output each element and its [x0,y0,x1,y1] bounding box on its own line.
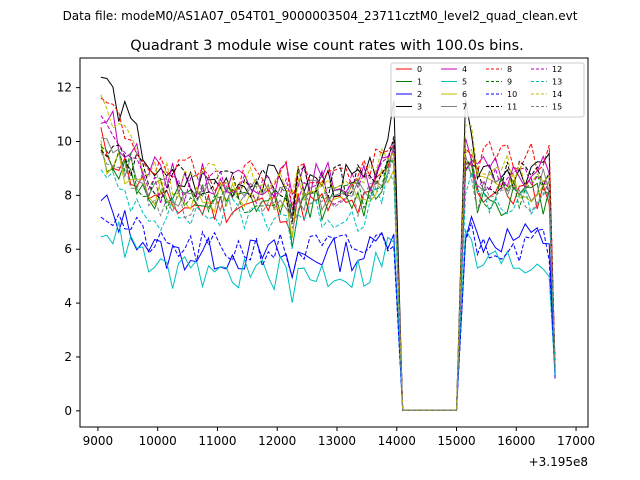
legend-label-10: 10 [507,90,517,99]
legend-label-1: 1 [417,78,422,87]
x-tick-label: 17000 [557,434,595,448]
legend-label-7: 7 [462,103,467,112]
legend-label-0: 0 [417,65,422,74]
legend-label-8: 8 [507,65,512,74]
y-tick-label: 0 [64,404,72,418]
y-tick-label: 12 [57,81,72,95]
series-line-11 [100,136,556,411]
y-tick-label: 10 [57,134,72,148]
legend-label-3: 3 [417,103,422,112]
series-line-13 [100,169,556,411]
x-tick-label: 16000 [497,434,535,448]
series-line-0 [100,127,556,411]
legend-label-4: 4 [462,65,467,74]
series-line-5 [100,221,556,411]
legend-label-5: 5 [462,78,467,87]
legend-label-15: 15 [552,103,562,112]
x-tick-label: 12000 [258,434,296,448]
y-tick-label: 8 [64,188,72,202]
series-layer [100,76,556,411]
legend-label-9: 9 [507,78,512,87]
x-axis: 9000 10000 11000 12000 13000 14000 15000 16000 1… [83,427,595,448]
y-tick-label: 6 [64,242,72,256]
y-tick-label: 2 [64,350,72,364]
series-line-7 [100,137,556,411]
plot-frame [79,57,589,428]
series-line-8 [100,97,556,411]
x-tick-label: 9000 [83,434,114,448]
series-line-15 [100,151,556,411]
legend-label-14: 14 [552,90,562,99]
legend-label-11: 11 [507,103,517,112]
series-line-1 [100,143,556,411]
y-tick-label: 4 [64,296,72,310]
series-line-10 [100,213,556,411]
legend-label-2: 2 [417,90,422,99]
x-tick-label: 13000 [318,434,356,448]
y-axis: 0 2 4 6 8 10 12 [57,81,80,418]
legend-label-13: 13 [552,78,562,87]
x-tick-label: 10000 [139,434,177,448]
series-line-14 [100,94,556,411]
series-line-12 [100,115,556,411]
chart-title: Quadrant 3 module wise count rates with … [130,38,524,54]
x-tick-label: 14000 [378,434,416,448]
x-tick-label: 15000 [437,434,475,448]
chart-suptitle: Data file: modeM0/AS1A07_054T01_90000035… [63,9,578,23]
series-line-2 [100,194,556,411]
legend-label-12: 12 [552,65,562,74]
x-offset-label: +3.195e8 [529,455,588,469]
legend-label-6: 6 [462,90,467,99]
legend-box [390,62,585,118]
x-tick-label: 11000 [198,434,236,448]
